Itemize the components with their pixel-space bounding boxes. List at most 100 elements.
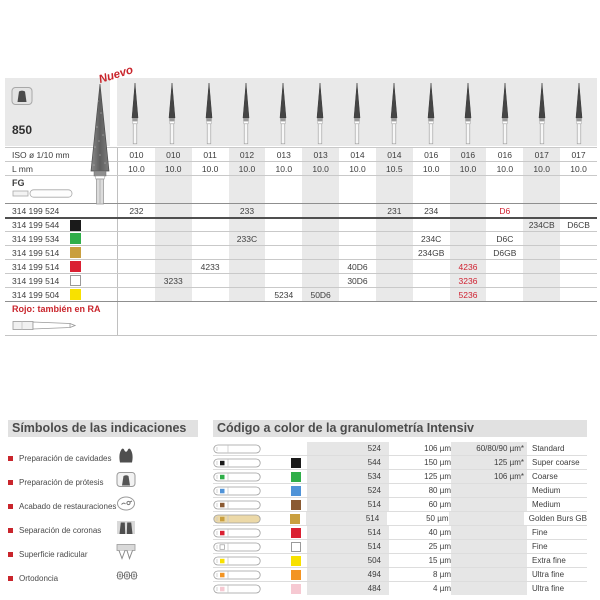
grit-color-swatch <box>291 583 301 594</box>
diamond-bur-illustration <box>501 82 508 145</box>
figure-code-cell: 3233 <box>154 274 192 287</box>
figure-code-cell <box>413 219 450 231</box>
bur-slot <box>339 82 376 146</box>
color-band-bur-illustration <box>213 458 261 467</box>
grain-size: 25 µm <box>428 542 451 551</box>
indication-item: Acabado de restauraciones <box>8 494 198 518</box>
grit-color-swatch <box>70 289 81 300</box>
grit-name: Extra fine <box>532 556 566 565</box>
figure-code-cell <box>265 232 302 245</box>
figure-code-cell: 3236 <box>449 274 487 287</box>
length-value-cell: 10.0 <box>275 163 293 174</box>
empty-cell <box>228 176 266 203</box>
crown-separation-icon <box>116 519 136 542</box>
article-number: 314 199 514 <box>12 275 60 286</box>
grain-size: 80 µm <box>428 486 451 495</box>
length-value-cell: 10.0 <box>349 163 366 174</box>
length-value-cell: 10.0 <box>201 163 219 174</box>
figure-code-cell <box>375 274 413 287</box>
iso-value-cell: 012 <box>228 148 266 161</box>
grit-row: 524 106 µm 60/80/90 µm* Standard <box>213 442 587 455</box>
empty-cell <box>523 176 561 203</box>
shank-type-label: FG <box>12 178 25 188</box>
grit-row: 514 60 µm Medium <box>213 497 587 511</box>
grain-size: 150 µm <box>424 458 451 467</box>
grit-color-swatch <box>70 233 81 244</box>
indication-label: Ortodoncia <box>19 573 59 583</box>
diamond-bur-illustration <box>390 82 398 145</box>
size-code-table: ISO ø 1/10 mm 010 010 011 012 013 013 014 014 01… <box>5 147 597 336</box>
figure-code-cell: 233 <box>228 204 266 217</box>
figure-code-cell <box>118 246 155 259</box>
grit-row: 514 40 µm Fine <box>213 525 587 539</box>
figure-code-cell <box>228 219 266 231</box>
product-number: 850 <box>12 123 33 137</box>
color-band-bur-illustration <box>213 444 261 453</box>
grain-size: 106 µm <box>424 444 451 453</box>
figure-code-cell <box>449 232 487 245</box>
article-number: 314 199 514 <box>12 247 60 258</box>
prosthesis-prep-icon <box>116 471 136 494</box>
figure-code-cell <box>118 260 155 273</box>
article-row: 314 199 544 234CB D6CB <box>5 217 597 231</box>
diamond-bur-illustration <box>279 82 287 145</box>
figure-code-cell <box>302 232 340 245</box>
cavity-prep-icon <box>116 447 136 470</box>
iso-value-cell: 010 <box>154 148 192 161</box>
red-bullet <box>8 575 13 581</box>
red-bullet <box>8 479 13 485</box>
restoration-finishing-icon <box>116 495 136 518</box>
bur-slot <box>302 82 339 146</box>
iso-value-cell: 014 <box>350 149 365 160</box>
figure-code-cell <box>302 260 340 273</box>
figure-code-cell: 233C <box>228 232 266 245</box>
figure-code-cell: D6CB <box>567 220 590 230</box>
length-value-cell: 10.0 <box>302 162 340 175</box>
iso-value-cell: 017 <box>523 148 561 161</box>
empty-cell <box>413 176 450 203</box>
bur-slot <box>191 82 228 146</box>
color-band-bur-illustration <box>213 500 261 509</box>
figure-code-cell <box>339 246 376 259</box>
color-band-bur-illustration <box>213 584 261 593</box>
figure-code-cell <box>154 260 192 273</box>
diamond-bur-illustration <box>353 82 361 145</box>
diamond-bur-illustration <box>427 82 435 145</box>
figure-code-cell <box>302 219 340 231</box>
figure-code-cell <box>192 246 229 259</box>
empty-cell <box>339 176 376 203</box>
article-row: 314 199 524 232 233 231 234 D6 <box>5 203 597 217</box>
length-value-cell: 10.0 <box>128 163 145 174</box>
figure-code-cell: 232 <box>129 205 144 216</box>
grit-color-swatch <box>70 261 81 272</box>
indication-item: Separación de coronas <box>8 518 198 542</box>
grit-code: 514 <box>307 526 389 539</box>
granulometry-heading: Código a color de la granulometría Inten… <box>213 420 587 437</box>
diamond-bur-illustration <box>538 82 545 145</box>
figure-code-cell <box>302 274 340 287</box>
root-surface-icon <box>116 543 136 566</box>
bur-slot <box>449 82 486 146</box>
grit-color-swatch <box>70 275 81 286</box>
bur-slot <box>154 82 191 146</box>
iso-value-cell: 013 <box>276 149 291 160</box>
figure-code-cell <box>339 288 376 301</box>
bur-slot <box>228 82 265 146</box>
grit-row: 504 15 µm Extra fine <box>213 553 587 567</box>
grit-name: Fine <box>532 542 548 551</box>
grit-color-swatch <box>291 527 301 538</box>
iso-value-cell: 017 <box>571 149 586 160</box>
grit-color-swatch <box>291 555 301 566</box>
figure-code-cell <box>118 232 155 245</box>
figure-code-cell <box>228 246 266 259</box>
figure-code-cell: 234 <box>424 205 439 216</box>
grain-size: 15 µm <box>428 556 451 565</box>
ra-shank-row <box>5 316 597 336</box>
figure-code-cell <box>154 246 192 259</box>
length-value-cell: 10.0 <box>496 163 514 174</box>
figure-code-cell <box>118 219 155 231</box>
figure-code-cell <box>413 288 450 301</box>
indication-symbols-panel: Símbolos de las indicaciones Preparación… <box>8 420 198 590</box>
length-label: L mm <box>12 163 33 174</box>
